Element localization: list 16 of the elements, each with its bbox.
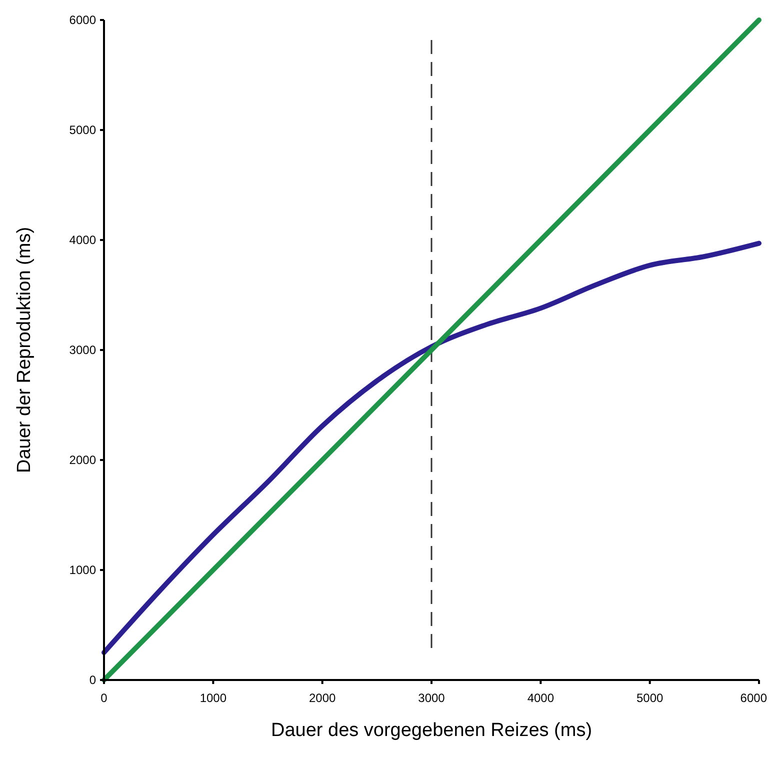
x-tick-label: 1000 [200, 691, 227, 705]
x-axis-title: Dauer des vorgegebenen Reizes (ms) [270, 720, 592, 741]
y-tick-label: 2000 [69, 453, 96, 468]
x-tick-label: 3000 [418, 691, 446, 705]
y-tick-label: 5000 [69, 123, 96, 138]
y-tick-label: 3000 [69, 343, 96, 358]
x-tick-label: 6000 [740, 691, 768, 705]
y-tick-label: 1000 [69, 563, 96, 578]
x-tick-label: 2000 [308, 691, 336, 705]
x-tick-label: 0 [100, 691, 108, 705]
x-tick-label: 4000 [527, 691, 554, 705]
x-tick-label: 5000 [636, 691, 664, 705]
y-tick-label: 0 [89, 673, 96, 688]
y-axis-title: Dauer der Reproduktion (ms) [14, 226, 35, 474]
y-tick-label: 6000 [69, 13, 96, 28]
y-tick-label: 4000 [69, 233, 96, 248]
